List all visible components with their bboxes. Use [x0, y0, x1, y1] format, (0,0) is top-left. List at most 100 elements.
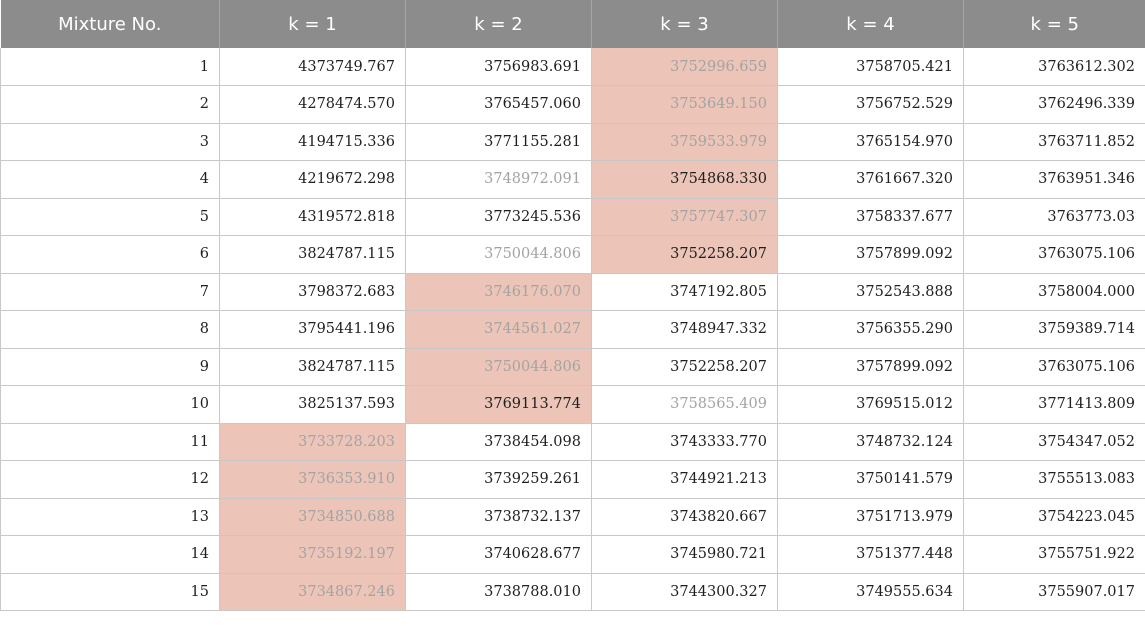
value-cell-k3: 3753649.150	[591, 85, 778, 124]
value-cell-k4: 3749555.634	[777, 572, 964, 611]
header-k3: k = 3	[591, 0, 778, 48]
value-cell-k4: 3752543.888	[777, 272, 964, 311]
mixture-no-cell: 8	[0, 310, 220, 349]
value-cell-k2: 3738454.098	[405, 422, 592, 461]
value-cell-k3: 3747192.805	[591, 272, 778, 311]
table-row: 11 3733728.203 3738454.098 3743333.770 37487…	[0, 422, 1145, 461]
value-cell-k5: 3763075.106	[963, 347, 1145, 386]
mixture-no-cell: 4	[0, 160, 220, 199]
value-cell-k2: 3740628.677	[405, 535, 592, 574]
value-cell-k2: 3773245.536	[405, 197, 592, 236]
table-body: 1 4373749.767 3756983.691 3752996.659 375870…	[0, 48, 1145, 611]
table-row: 13 3734850.688 3738732.137 3743820.667 37517…	[0, 497, 1145, 536]
table-row: 8 3795441.196 3744561.027 3748947.332 375635…	[0, 310, 1145, 349]
table-row: 10 3825137.593 3769113.774 3758565.409 37695…	[0, 385, 1145, 424]
value-cell-k1: 3824787.115	[219, 347, 406, 386]
value-cell-k4: 3751377.448	[777, 535, 964, 574]
value-cell-k5: 3763612.302	[963, 48, 1145, 86]
value-cell-k5: 3754347.052	[963, 422, 1145, 461]
value-cell-k1: 4194715.336	[219, 122, 406, 161]
results-table: Mixture No. k = 1 k = 2 k = 3 k = 4 k = …	[0, 0, 1145, 611]
value-cell-k5: 3763075.106	[963, 235, 1145, 274]
table-row: 3 4194715.336 3771155.281 3759533.979 376515…	[0, 122, 1145, 161]
header-k2: k = 2	[405, 0, 592, 48]
value-cell-k2: 3769113.774	[405, 385, 592, 424]
mixture-no-cell: 10	[0, 385, 220, 424]
mixture-no-cell: 13	[0, 497, 220, 536]
table-row: 5 4319572.818 3773245.536 3757747.307 375833…	[0, 197, 1145, 236]
value-cell-k2: 3748972.091	[405, 160, 592, 199]
value-cell-k4: 3761667.320	[777, 160, 964, 199]
value-cell-k4: 3758705.421	[777, 48, 964, 86]
value-cell-k2: 3750044.806	[405, 347, 592, 386]
value-cell-k5: 3758004.000	[963, 272, 1145, 311]
table-row: 2 4278474.570 3765457.060 3753649.150 375675…	[0, 85, 1145, 124]
value-cell-k1: 3825137.593	[219, 385, 406, 424]
value-cell-k5: 3755751.922	[963, 535, 1145, 574]
value-cell-k1: 3735192.197	[219, 535, 406, 574]
value-cell-k3: 3743820.667	[591, 497, 778, 536]
table-row: 9 3824787.115 3750044.806 3752258.207 375789…	[0, 347, 1145, 386]
table-row: 7 3798372.683 3746176.070 3747192.805 375254…	[0, 272, 1145, 311]
value-cell-k5: 3763711.852	[963, 122, 1145, 161]
value-cell-k3: 3748947.332	[591, 310, 778, 349]
value-cell-k3: 3759533.979	[591, 122, 778, 161]
table-header: Mixture No. k = 1 k = 2 k = 3 k = 4 k = …	[0, 0, 1145, 48]
value-cell-k1: 3734867.246	[219, 572, 406, 611]
value-cell-k4: 3748732.124	[777, 422, 964, 461]
mixture-no-cell: 3	[0, 122, 220, 161]
table-row: 12 3736353.910 3739259.261 3744921.213 37501…	[0, 460, 1145, 499]
table-row: 15 3734867.246 3738788.010 3744300.327 37495…	[0, 572, 1145, 611]
value-cell-k4: 3751713.979	[777, 497, 964, 536]
mixture-no-cell: 2	[0, 85, 220, 124]
value-cell-k4: 3757899.092	[777, 235, 964, 274]
value-cell-k3: 3745980.721	[591, 535, 778, 574]
value-cell-k2: 3744561.027	[405, 310, 592, 349]
value-cell-k4: 3757899.092	[777, 347, 964, 386]
mixture-no-cell: 6	[0, 235, 220, 274]
value-cell-k4: 3756752.529	[777, 85, 964, 124]
value-cell-k4: 3769515.012	[777, 385, 964, 424]
mixture-no-cell: 5	[0, 197, 220, 236]
value-cell-k3: 3754868.330	[591, 160, 778, 199]
value-cell-k3: 3752996.659	[591, 48, 778, 86]
value-cell-k1: 3733728.203	[219, 422, 406, 461]
table-row: 4 4219672.298 3748972.091 3754868.330 376166…	[0, 160, 1145, 199]
value-cell-k2: 3765457.060	[405, 85, 592, 124]
table-row: 6 3824787.115 3750044.806 3752258.207 375789…	[0, 235, 1145, 274]
value-cell-k5: 3763951.346	[963, 160, 1145, 199]
value-cell-k2: 3738732.137	[405, 497, 592, 536]
mixture-no-cell: 12	[0, 460, 220, 499]
value-cell-k1: 3824787.115	[219, 235, 406, 274]
header-k1: k = 1	[219, 0, 406, 48]
value-cell-k5: 3759389.714	[963, 310, 1145, 349]
value-cell-k4: 3756355.290	[777, 310, 964, 349]
value-cell-k5: 3755513.083	[963, 460, 1145, 499]
value-cell-k3: 3752258.207	[591, 235, 778, 274]
mixture-no-cell: 14	[0, 535, 220, 574]
value-cell-k1: 4319572.818	[219, 197, 406, 236]
value-cell-k5: 3763773.03	[963, 197, 1145, 236]
value-cell-k3: 3744921.213	[591, 460, 778, 499]
value-cell-k3: 3752258.207	[591, 347, 778, 386]
header-row: Mixture No. k = 1 k = 2 k = 3 k = 4 k = …	[0, 0, 1145, 48]
header-k5: k = 5	[963, 0, 1145, 48]
value-cell-k2: 3750044.806	[405, 235, 592, 274]
value-cell-k3: 3744300.327	[591, 572, 778, 611]
value-cell-k1: 3734850.688	[219, 497, 406, 536]
value-cell-k3: 3757747.307	[591, 197, 778, 236]
table-row: 1 4373749.767 3756983.691 3752996.659 375870…	[0, 48, 1145, 86]
value-cell-k2: 3738788.010	[405, 572, 592, 611]
value-cell-k1: 3736353.910	[219, 460, 406, 499]
value-cell-k2: 3771155.281	[405, 122, 592, 161]
value-cell-k4: 3750141.579	[777, 460, 964, 499]
value-cell-k5: 3771413.809	[963, 385, 1145, 424]
value-cell-k2: 3756983.691	[405, 48, 592, 86]
header-k4: k = 4	[777, 0, 964, 48]
value-cell-k5: 3762496.339	[963, 85, 1145, 124]
value-cell-k4: 3765154.970	[777, 122, 964, 161]
value-cell-k3: 3743333.770	[591, 422, 778, 461]
value-cell-k1: 4219672.298	[219, 160, 406, 199]
mixture-no-cell: 1	[0, 48, 220, 86]
header-mixture-no: Mixture No.	[0, 0, 220, 48]
